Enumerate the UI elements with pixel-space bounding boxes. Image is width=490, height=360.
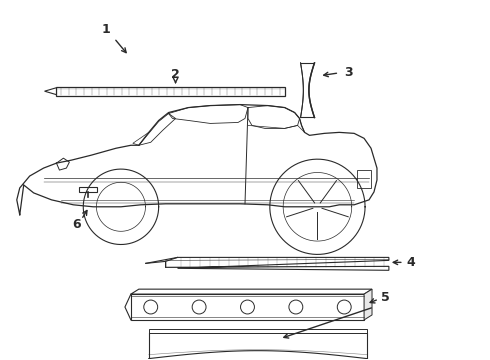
Polygon shape xyxy=(364,289,372,320)
Polygon shape xyxy=(131,294,364,320)
Bar xyxy=(56,87,285,96)
Polygon shape xyxy=(131,289,372,294)
Polygon shape xyxy=(149,329,367,333)
Text: 2: 2 xyxy=(171,68,180,81)
Bar xyxy=(79,187,97,192)
Text: 1: 1 xyxy=(102,23,110,36)
Text: 3: 3 xyxy=(344,66,353,79)
Polygon shape xyxy=(166,257,389,270)
Polygon shape xyxy=(45,88,56,95)
Polygon shape xyxy=(300,63,315,117)
Text: 4: 4 xyxy=(407,256,416,269)
Bar xyxy=(357,170,371,188)
Text: 6: 6 xyxy=(72,218,81,231)
Text: 5: 5 xyxy=(381,291,390,303)
